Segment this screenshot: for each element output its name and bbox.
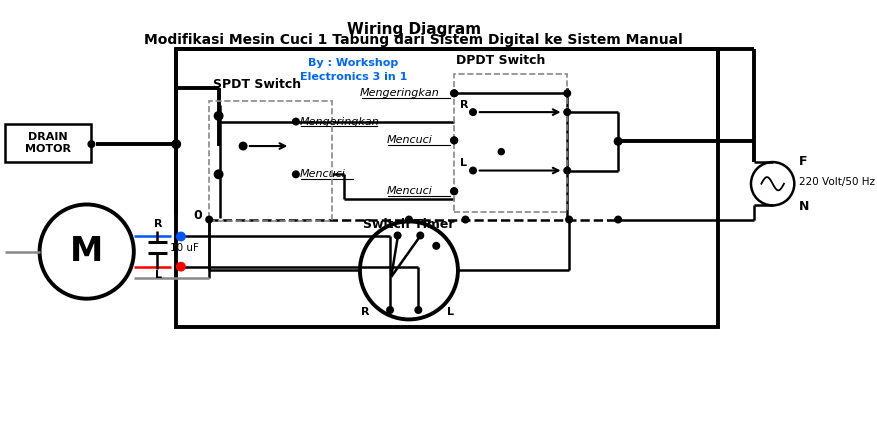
Circle shape: [292, 118, 299, 125]
Circle shape: [176, 232, 185, 241]
Circle shape: [432, 243, 439, 249]
Text: R: R: [153, 219, 162, 229]
Circle shape: [88, 141, 95, 148]
Text: SPDT Switch: SPDT Switch: [213, 78, 301, 92]
Bar: [4, 124, 91, 162]
Circle shape: [205, 216, 212, 223]
Circle shape: [563, 90, 570, 97]
Text: F: F: [798, 155, 807, 167]
Circle shape: [451, 90, 457, 97]
Circle shape: [461, 216, 468, 223]
Circle shape: [172, 140, 181, 148]
Circle shape: [497, 149, 503, 155]
Text: 220 Volt/50 Hz: 220 Volt/50 Hz: [798, 177, 874, 187]
Text: L: L: [154, 271, 161, 280]
Circle shape: [214, 112, 223, 120]
Bar: [176, 49, 717, 327]
Circle shape: [565, 216, 572, 223]
Text: L: L: [460, 158, 467, 168]
Bar: [209, 101, 332, 221]
Text: Modifikasi Mesin Cuci 1 Tabung dari Sistem Digital ke Sistem Manual: Modifikasi Mesin Cuci 1 Tabung dari Sist…: [144, 33, 682, 47]
Text: N: N: [798, 200, 809, 213]
Circle shape: [214, 170, 223, 179]
Circle shape: [614, 216, 621, 223]
Text: Mengeringkan: Mengeringkan: [360, 88, 439, 98]
Circle shape: [563, 167, 570, 174]
Text: 0: 0: [193, 209, 202, 222]
Circle shape: [394, 232, 401, 239]
Text: Switch Timer: Switch Timer: [363, 218, 454, 231]
Circle shape: [239, 142, 246, 150]
Text: M: M: [70, 235, 103, 268]
Text: L: L: [446, 307, 453, 317]
Text: By : Workshop
Electronics 3 in 1: By : Workshop Electronics 3 in 1: [299, 59, 407, 82]
Circle shape: [469, 109, 475, 115]
Text: Wiring Diagram: Wiring Diagram: [346, 22, 481, 36]
Circle shape: [451, 90, 457, 97]
Circle shape: [469, 167, 475, 174]
Circle shape: [292, 171, 299, 178]
Text: DRAIN
MOTOR: DRAIN MOTOR: [25, 132, 71, 154]
Text: Mencuci: Mencuci: [386, 135, 431, 145]
Circle shape: [451, 137, 457, 144]
Circle shape: [563, 109, 570, 115]
Circle shape: [405, 216, 412, 223]
Circle shape: [614, 137, 621, 145]
Text: DPDT Switch: DPDT Switch: [455, 54, 545, 67]
Circle shape: [387, 307, 393, 313]
Text: 10 uF: 10 uF: [169, 243, 198, 253]
Circle shape: [415, 307, 421, 313]
Circle shape: [451, 188, 457, 195]
Circle shape: [176, 262, 185, 271]
Circle shape: [451, 137, 457, 144]
Text: R: R: [361, 307, 369, 317]
Circle shape: [451, 188, 457, 195]
Text: R: R: [460, 100, 467, 109]
Text: Mencuci: Mencuci: [386, 186, 431, 196]
Text: Mencuci: Mencuci: [299, 169, 346, 179]
Bar: [453, 75, 567, 212]
Circle shape: [417, 232, 423, 239]
Text: Mengeringkan: Mengeringkan: [299, 117, 379, 126]
